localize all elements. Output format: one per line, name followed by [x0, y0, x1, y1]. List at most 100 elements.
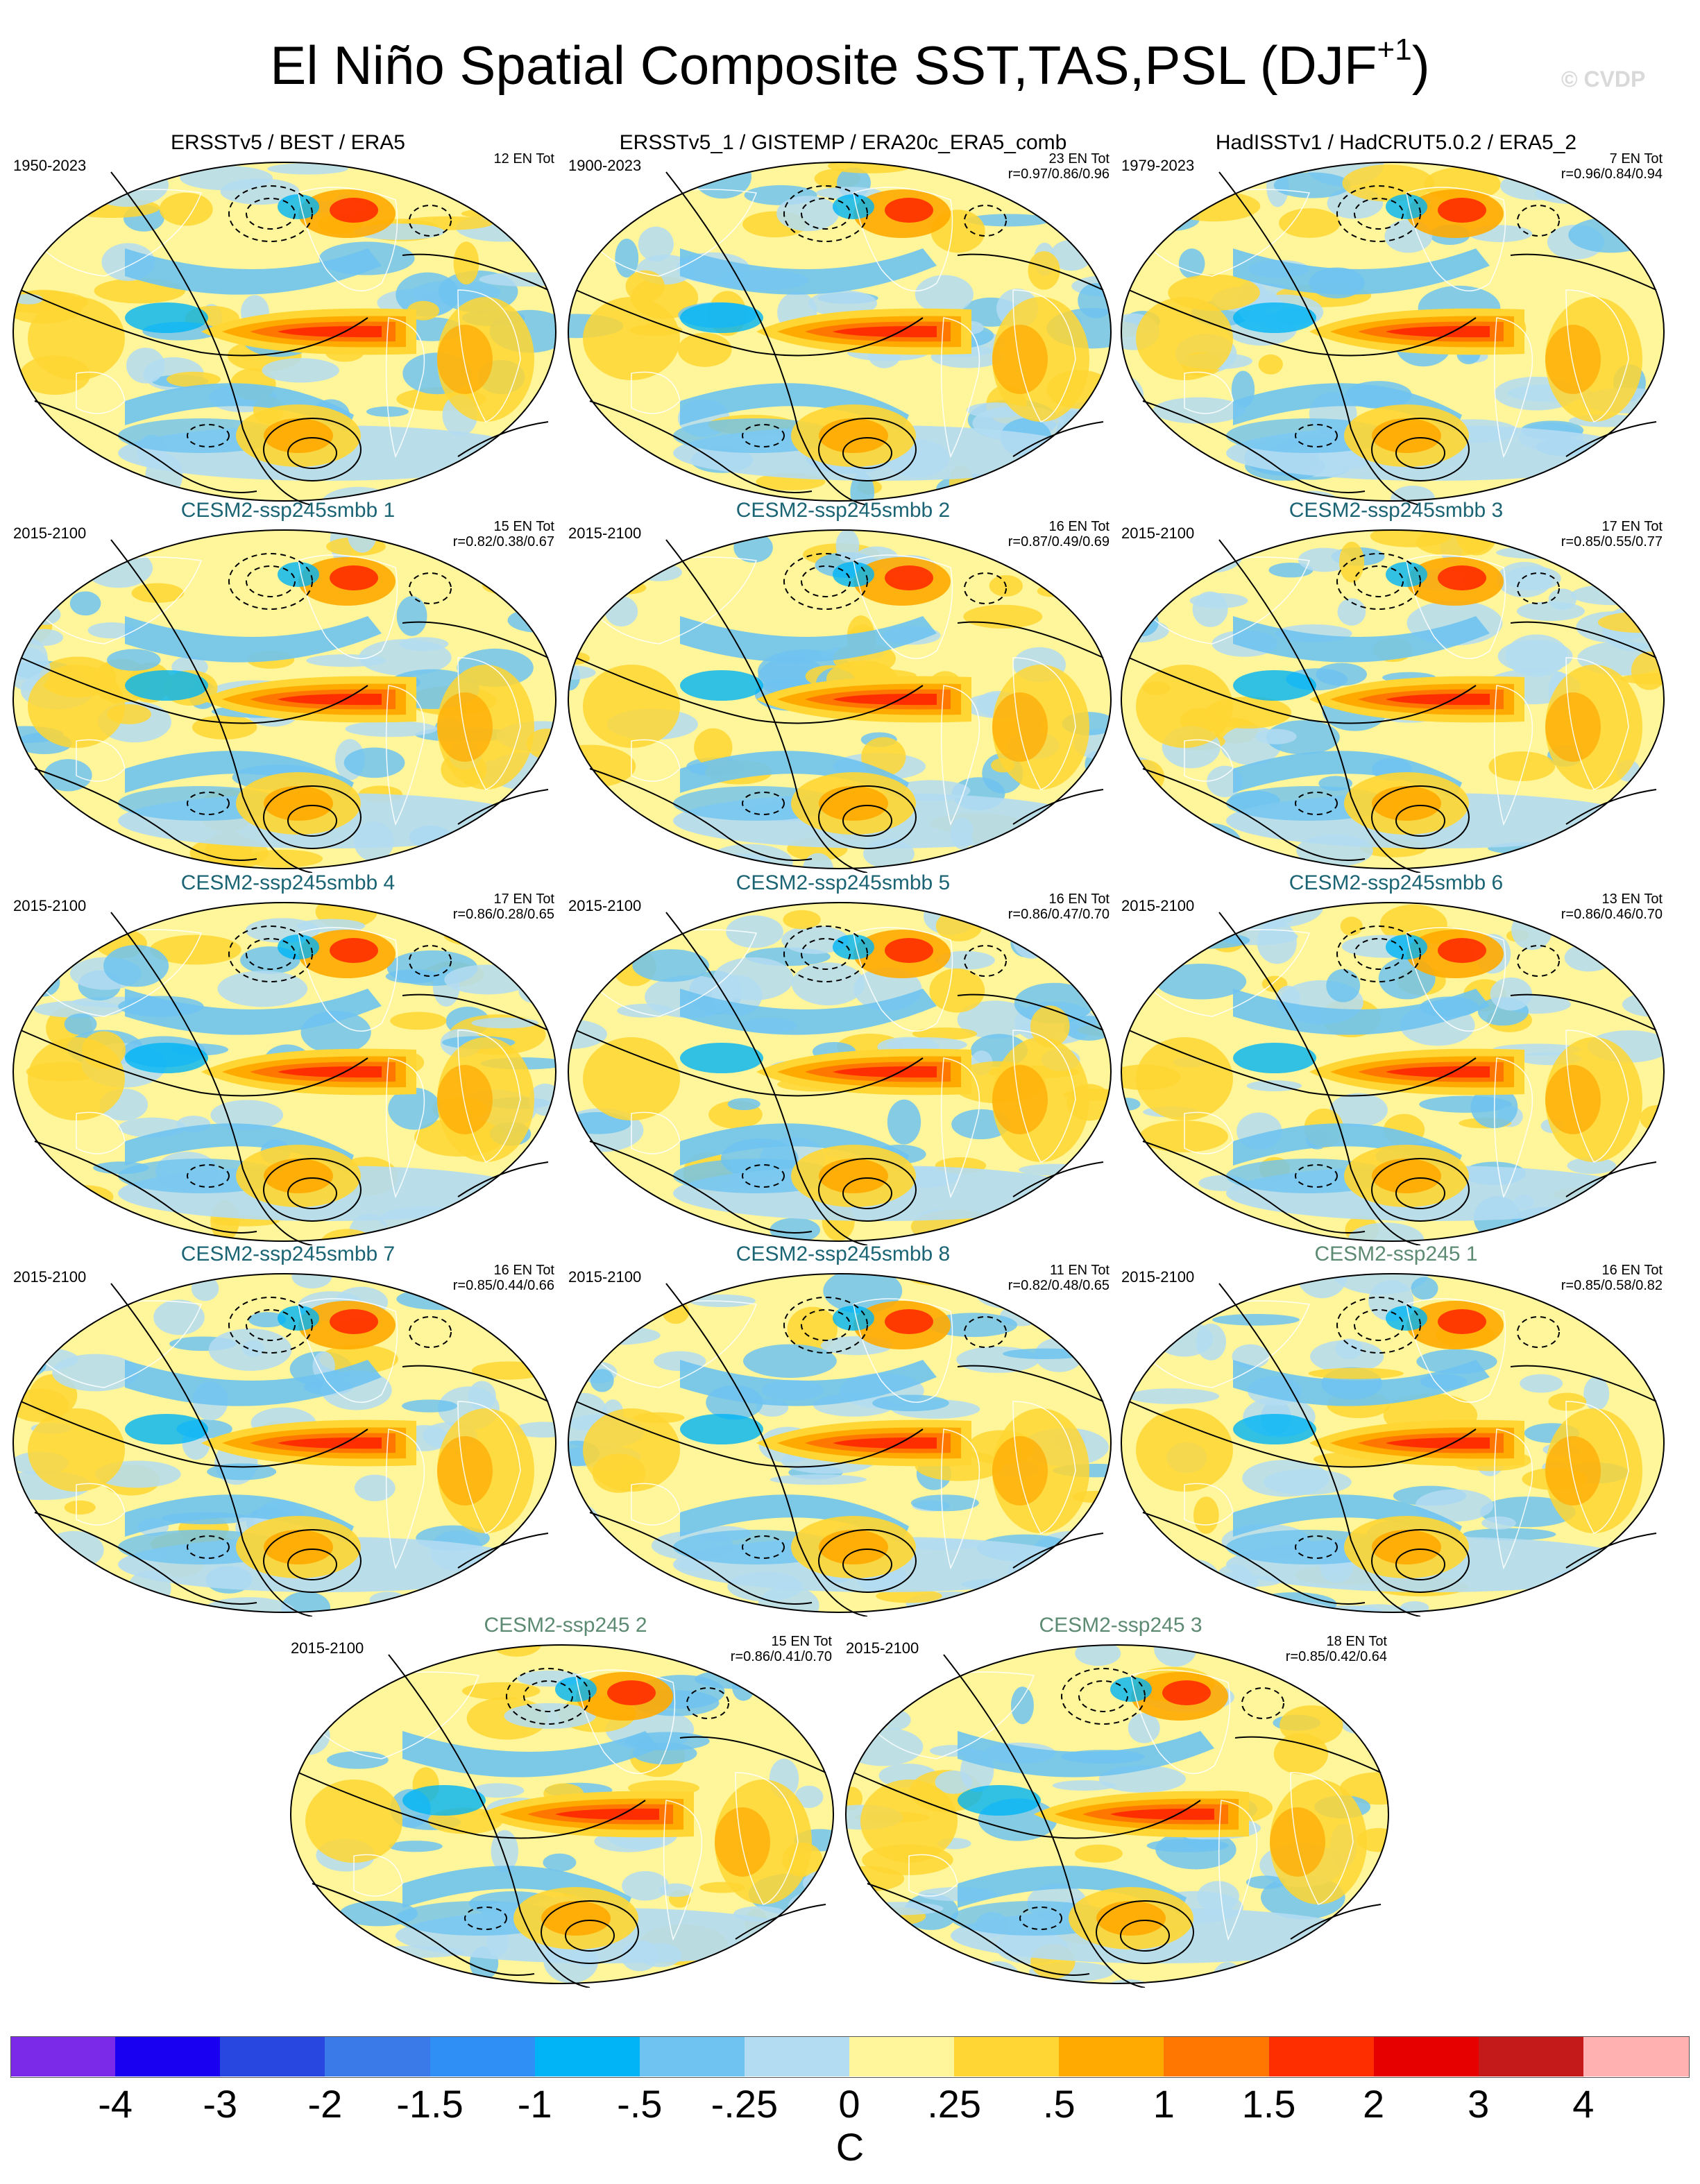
panel-correlation: r=0.86/0.46/0.70	[1561, 907, 1663, 922]
colorbar-tick-label: -1.5	[396, 2082, 464, 2126]
panel-correlation: r=0.85/0.44/0.66	[452, 1278, 554, 1293]
robinson-map	[12, 902, 556, 1246]
colorbar-tick-label: -.25	[711, 2082, 779, 2126]
panel-title: CESM2-ssp245smbb 2	[736, 499, 951, 522]
robinson-map	[845, 1644, 1389, 1988]
panel-en-count: 15 EN Tot	[771, 1634, 832, 1649]
colorbar-swatch	[430, 2036, 536, 2076]
panel-en-count: 17 EN Tot	[493, 891, 554, 907]
panel-stats: 16 EN Tot r=0.85/0.58/0.82	[1561, 1263, 1663, 1293]
panel-en-count: 11 EN Tot	[1050, 1263, 1110, 1278]
panel-en-count: 16 EN Tot	[1601, 1263, 1663, 1278]
colorbar-swatch	[1583, 2036, 1689, 2076]
panel-stats: 16 EN Tot r=0.86/0.47/0.70	[1008, 891, 1110, 922]
panel-period: 2015-2100	[291, 1639, 364, 1657]
colorbar-unit: C	[835, 2125, 865, 2169]
panel-stats: 18 EN Tot r=0.85/0.42/0.64	[1286, 1634, 1387, 1664]
colorbar-tick-label: -1	[517, 2082, 552, 2126]
panel-period: 2015-2100	[13, 524, 87, 542]
panel-title: CESM2-ssp245 2	[484, 1614, 647, 1637]
panel-period: 2015-2100	[13, 1268, 87, 1286]
robinson-map	[290, 1644, 834, 1988]
map	[10, 526, 559, 876]
map-panel: CESM2-ssp245smbb 7 2015-2100 16 EN Tot r=0.…	[10, 1242, 566, 1617]
colorbar-tick-label: .25	[927, 2082, 982, 2126]
colorbar-tick-label: 0	[838, 2082, 860, 2126]
colorbar-frame	[10, 2036, 1690, 2078]
panel-title: CESM2-ssp245smbb 4	[180, 871, 396, 894]
map	[1119, 1270, 1667, 1620]
colorbar-swatch	[744, 2036, 850, 2076]
map-panel: CESM2-ssp245smbb 5 2015-2100 16 EN Tot r=0.…	[566, 871, 1121, 1246]
colorbar-tick-label: 2	[1363, 2082, 1385, 2126]
panel-en-count: 17 EN Tot	[1601, 519, 1663, 534]
panel-stats: 7 EN Tot r=0.96/0.84/0.94	[1561, 151, 1663, 182]
panel-stats: 12 EN Tot	[494, 151, 554, 167]
colorbar-swatch	[115, 2036, 221, 2076]
panel-correlation: r=0.97/0.86/0.96	[1008, 167, 1110, 182]
panel-title: CESM2-ssp245smbb 3	[1289, 499, 1504, 522]
panel-title: CESM2-ssp245smbb 5	[736, 871, 951, 894]
colorbar-swatch	[1478, 2036, 1584, 2076]
panel-en-count: 12 EN Tot	[493, 151, 554, 167]
panel-stats: 17 EN Tot r=0.86/0.28/0.65	[453, 891, 554, 922]
map-panel: HadISSTv1 / HadCRUT5.0.2 / ERA5_2 1979-20…	[1119, 130, 1674, 506]
colorbar-swatch	[534, 2036, 640, 2076]
panel-correlation: r=0.86/0.41/0.70	[730, 1649, 832, 1664]
colorbar-swatch	[954, 2036, 1060, 2076]
robinson-map	[568, 162, 1112, 506]
panel-stats: 15 EN Tot r=0.86/0.41/0.70	[731, 1634, 832, 1664]
panel-period: 1950-2023	[13, 157, 87, 174]
panel-en-count: 16 EN Tot	[1048, 519, 1110, 534]
map-panel: CESM2-ssp245smbb 6 2015-2100 13 EN Tot r=0.…	[1119, 871, 1674, 1246]
panel-stats: 11 EN Tot r=0.82/0.48/0.65	[1008, 1263, 1110, 1293]
robinson-map	[568, 1273, 1112, 1617]
panel-period: 1979-2023	[1121, 157, 1195, 174]
colorbar	[10, 2036, 1690, 2078]
colorbar-swatch	[1164, 2036, 1269, 2076]
map-panel: CESM2-ssp245smbb 2 2015-2100 16 EN Tot r=0.…	[566, 498, 1121, 873]
robinson-map	[1121, 902, 1665, 1246]
colorbar-tick-label: -4	[98, 2082, 133, 2126]
figure-title: El Niño Spatial Composite SST,TAS,PSL (D…	[270, 33, 1430, 96]
panel-correlation: r=0.86/0.28/0.65	[452, 907, 554, 922]
map-panel: CESM2-ssp245smbb 8 2015-2100 11 EN Tot r=0.…	[566, 1242, 1121, 1617]
panel-period: 2015-2100	[568, 524, 642, 542]
map-panel: ERSSTv5 / BEST / ERA5 1950-2023 12 EN Tot	[10, 130, 566, 506]
map	[566, 526, 1114, 876]
panel-correlation: r=0.85/0.42/0.64	[1285, 1649, 1387, 1664]
robinson-map	[12, 529, 556, 873]
colorbar-swatch	[1268, 2036, 1375, 2076]
panel-period: 2015-2100	[1121, 524, 1195, 542]
panel-period: 2015-2100	[13, 897, 87, 914]
robinson-map	[12, 1273, 556, 1617]
panel-stats: 23 EN Tot r=0.97/0.86/0.96	[1008, 151, 1110, 182]
panel-title: CESM2-ssp245smbb 7	[180, 1243, 396, 1265]
panel-title: ERSSTv5_1 / GISTEMP / ERA20c_ERA5_comb	[619, 131, 1067, 154]
panel-title: CESM2-ssp245smbb 1	[180, 499, 396, 522]
panel-period: 2015-2100	[568, 1268, 642, 1286]
panel-en-count: 13 EN Tot	[1601, 891, 1663, 907]
panel-correlation: r=0.87/0.49/0.69	[1008, 534, 1110, 549]
map	[566, 158, 1114, 509]
panel-stats: 16 EN Tot r=0.87/0.49/0.69	[1008, 519, 1110, 549]
colorbar-swatch	[849, 2036, 955, 2076]
map-panel: CESM2-ssp245 3 2015-2100 18 EN Tot r=0.85/0…	[843, 1613, 1398, 1988]
panel-stats: 13 EN Tot r=0.86/0.46/0.70	[1561, 891, 1663, 922]
colorbar-tick-label: .5	[1042, 2082, 1076, 2126]
panel-correlation: r=0.85/0.55/0.77	[1561, 534, 1663, 549]
colorbar-swatch	[220, 2036, 325, 2076]
map	[288, 1641, 836, 1991]
robinson-map	[568, 529, 1112, 873]
panel-period: 2015-2100	[1121, 1268, 1195, 1286]
panel-stats: 16 EN Tot r=0.85/0.44/0.66	[453, 1263, 554, 1293]
panel-period: 2015-2100	[846, 1639, 919, 1657]
colorbar-tick-label: 1.5	[1241, 2082, 1296, 2126]
panel-correlation: r=0.86/0.47/0.70	[1008, 907, 1110, 922]
colorbar-swatch	[639, 2036, 745, 2076]
map-panel: CESM2-ssp245smbb 3 2015-2100 17 EN Tot r=0.…	[1119, 498, 1674, 873]
map	[10, 1270, 559, 1620]
copyright-watermark: © CVDP	[1561, 67, 1646, 92]
map	[1119, 526, 1667, 876]
panel-title: CESM2-ssp245smbb 8	[736, 1243, 951, 1265]
